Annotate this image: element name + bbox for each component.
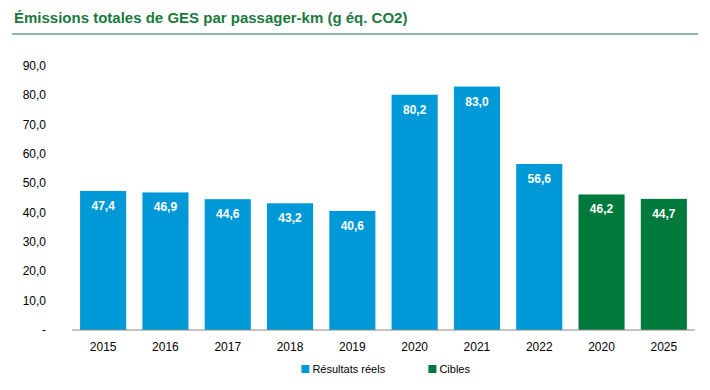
bar	[80, 191, 126, 330]
x-tick-label: 2016	[152, 340, 179, 354]
x-tick-label: 2022	[526, 340, 553, 354]
data-label: 83,0	[465, 95, 489, 109]
y-tick-label: 40,0	[23, 206, 47, 220]
legend-swatch	[428, 365, 436, 373]
legend-swatch	[301, 365, 309, 373]
bar	[454, 87, 500, 330]
data-label: 46,2	[590, 202, 614, 216]
bar	[329, 211, 375, 330]
title-rule	[12, 34, 698, 35]
x-tick-label: 2020	[588, 340, 615, 354]
legend-label: Résultats réels	[312, 363, 385, 375]
bar	[641, 199, 687, 330]
data-label: 40,6	[341, 219, 365, 233]
x-axis-line	[72, 330, 695, 331]
x-tick-label: 2018	[277, 340, 304, 354]
y-tick-label: 50,0	[23, 176, 47, 190]
y-tick-label: 70,0	[23, 118, 47, 132]
data-label: 44,7	[652, 207, 676, 221]
bar	[205, 199, 251, 330]
data-label: 56,6	[528, 172, 552, 186]
bars	[80, 87, 687, 330]
y-tick-label: 60,0	[23, 147, 47, 161]
y-tick-label: 30,0	[23, 235, 47, 249]
title: Émissions totales de GES par passager-km…	[14, 9, 407, 26]
bar	[267, 203, 313, 330]
bar	[516, 164, 562, 330]
legend: Résultats réels Cibles	[301, 363, 470, 375]
x-tick-label: 2025	[650, 340, 677, 354]
bar	[392, 95, 438, 330]
x-tick-label: 2015	[90, 340, 117, 354]
legend-label: Cibles	[439, 363, 470, 375]
x-tick-label: 2019	[339, 340, 366, 354]
x-tick-label: 2020	[401, 340, 428, 354]
y-tick-label: 90,0	[23, 59, 47, 73]
x-tick-label: 2021	[464, 340, 491, 354]
y-axis: - 10,0 20,0 30,0 40,0 50,0 60,0 70,0 80,0 90,0	[23, 59, 47, 337]
bar	[578, 194, 624, 330]
data-label: 80,2	[403, 103, 427, 117]
bar	[142, 192, 188, 330]
y-tick-label: 10,0	[23, 294, 47, 308]
y-tick-label: 20,0	[23, 264, 47, 278]
y-tick-label: -	[42, 323, 46, 337]
data-labels: 47,4 46,9 44,6 43,2 40,6 80,2 83,0 56,6 46,2 44,7	[91, 95, 675, 233]
y-tick-label: 80,0	[23, 88, 47, 102]
data-label: 43,2	[278, 211, 302, 225]
data-label: 47,4	[91, 199, 115, 213]
x-tick-label: 2017	[214, 340, 241, 354]
chart: Émissions totales de GES par passager-km…	[0, 0, 710, 390]
data-label: 44,6	[216, 207, 240, 221]
x-axis: 2015 2016 2017 2018 2019 2020 2021 2022 2020 2025	[90, 340, 678, 354]
data-label: 46,9	[154, 200, 178, 214]
